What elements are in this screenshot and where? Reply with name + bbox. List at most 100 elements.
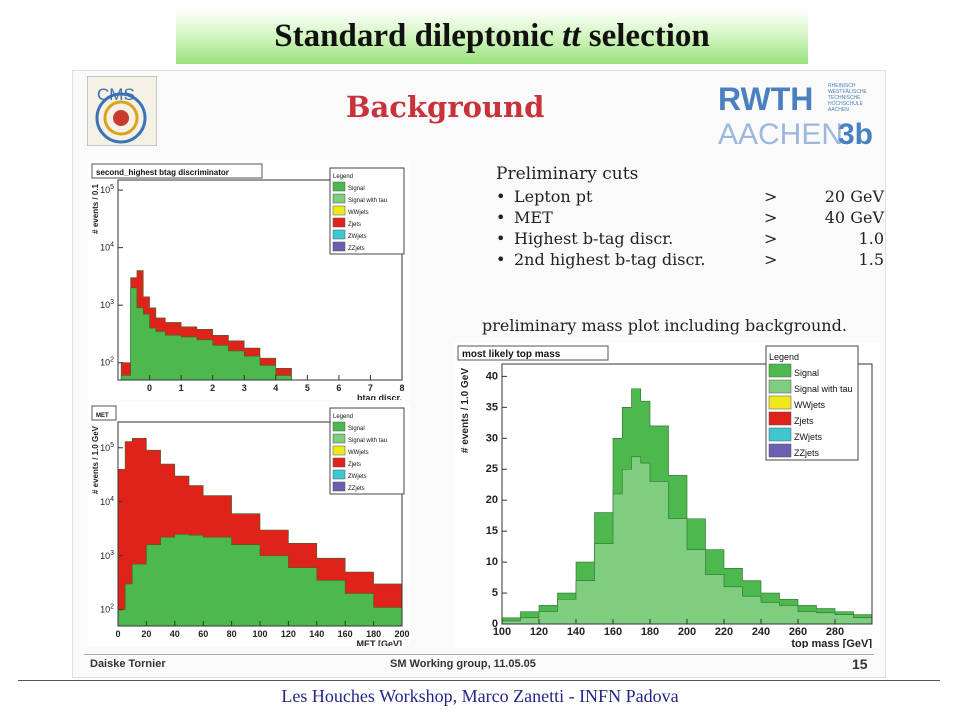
cut-row: • MET >40 GeV [496,208,884,227]
legend-swatch [768,443,792,458]
svg-text:AACHEN: AACHEN [718,118,843,150]
x-tick-label: 7 [368,383,373,393]
legend-swatch [332,181,346,192]
x-tick-label: 40 [170,629,180,639]
y-axis-label: # events / 1.0 GeV [460,368,471,453]
y-tick-label: 15 [486,525,498,537]
y-tick-label: 25 [486,463,498,475]
footer-rule [18,680,940,681]
legend-label: Zjets [794,416,814,426]
y-tick-label: 102 [100,604,114,615]
mass-caption: preliminary mass plot including backgrou… [482,316,847,335]
y-tick-label: 35 [486,401,498,413]
legend-swatch [332,193,346,204]
legend-label: Zjets [348,462,361,468]
svg-text:3b: 3b [838,118,873,150]
x-tick-label: 120 [281,629,296,639]
x-tick-label: 120 [530,626,548,638]
chart-title-box [91,163,263,179]
cut-row: • Highest b-tag discr. >1.0 [496,229,884,248]
legend-label: ZZjets [348,486,365,492]
y-tick-label: 5 [492,587,498,599]
legend-swatch [768,379,792,394]
x-tick-label: 240 [752,626,770,638]
legend-swatch [332,433,346,444]
cuts-title: Preliminary cuts [496,164,639,184]
x-tick-label: 140 [309,629,324,639]
legend-swatch [332,421,346,432]
x-tick-label: 2 [210,383,215,393]
legend-label: WWjets [348,210,369,216]
background-heading: Background [346,90,545,124]
legend-label: Signal [794,368,819,378]
legend-swatch [332,469,346,480]
x-tick-label: 5 [305,383,310,393]
cut-row: • 2nd highest b-tag discr. >1.5 [496,250,884,269]
x-tick-label: 180 [366,629,381,639]
x-tick-label: 200 [394,629,409,639]
legend-label: Signal with tau [348,438,387,444]
svg-text:RWTH: RWTH [718,81,813,117]
y-tick-label: 105 [100,442,114,453]
x-tick-label: 6 [336,383,341,393]
svg-text:WESTFÄLISCHE: WESTFÄLISCHE [828,88,868,95]
legend-title: Legend [333,174,353,180]
svg-text:RHEINISCH: RHEINISCH [828,83,856,89]
legend-swatch [332,241,346,252]
rwth-small-text: RHEINISCH WESTFÄLISCHE TECHNISCHE HOCHSC… [828,83,868,113]
legend-label: WWjets [348,450,369,456]
y-axis-label: # events / 0.1 [91,183,100,233]
cms-logo: CMS [87,76,157,146]
series-area-signal-with-tau [501,456,873,625]
series-area-signal [117,533,403,627]
inner-footer: Daiske Tornier SM Working group, 11.05.0… [84,654,874,673]
legend-title: Legend [769,352,799,362]
x-tick-label: 20 [141,629,151,639]
y-tick-label: 10 [486,556,498,568]
y-tick-label: 0 [492,618,498,630]
legend-swatch [768,363,792,378]
x-axis-label: top mass [GeV] [791,638,872,648]
rwth-logo: RWTH AACHEN 3b RHEINISCH WESTFÄLISCHE TE… [718,81,873,150]
y-tick-label: 104 [100,496,114,507]
legend-swatch [768,395,792,410]
legend-swatch [332,457,346,468]
y-tick-label: 30 [486,432,498,444]
svg-text:TECHNISCHE: TECHNISCHE [828,95,861,101]
legend-swatch [332,217,346,228]
x-tick-label: 260 [789,626,807,638]
met-chart: MET 0 20 40 60 80 100 120 140 160 180 200 102 103 104 1… [88,402,410,646]
btag-chart: second_highest btag discriminator 0 1 2 3 4 5 6… [88,160,410,400]
x-tick-label: 1 [179,383,184,393]
x-tick-label: 0 [147,383,152,393]
x-tick-label: 220 [715,626,733,638]
x-tick-label: 80 [227,629,237,639]
chart-title: most likely top mass [462,349,561,360]
x-tick-label: 280 [826,626,844,638]
legend-label: ZZjets [348,246,365,252]
y-tick-label: 104 [100,242,114,253]
legend-label: Signal with tau [348,198,387,204]
chart-title-box [457,345,609,361]
x-tick-label: 8 [399,383,404,393]
legend-label: Signal with tau [794,384,853,394]
legend-label: ZWjets [348,474,367,480]
y-tick-label: 20 [486,494,498,506]
legend-swatch [332,481,346,492]
slide-title: Standard dileptonic tt selection [176,8,808,64]
preliminary-cuts: Preliminary cuts • Lepton pt >20 GeV • MET >… [496,164,884,270]
legend-swatch [768,427,792,442]
x-tick-label: 100 [493,626,511,638]
footer-author: Daiske Tornier [90,658,166,670]
cms-logo-text: CMS [97,85,135,104]
y-tick-label: 40 [486,370,498,382]
title-text-end: selection [580,17,710,54]
slide-footer: Les Houches Workshop, Marco Zanetti - IN… [281,686,679,706]
legend-label: ZZjets [794,448,820,458]
chart-title: second_highest btag discriminator [96,168,229,177]
footer-group: SM Working group, 11.05.05 [390,658,536,670]
x-tick-label: 160 [604,626,622,638]
y-axis-label: # events / 1.0 GeV [91,425,100,494]
y-tick-label: 103 [100,299,114,310]
legend-swatch [768,411,792,426]
